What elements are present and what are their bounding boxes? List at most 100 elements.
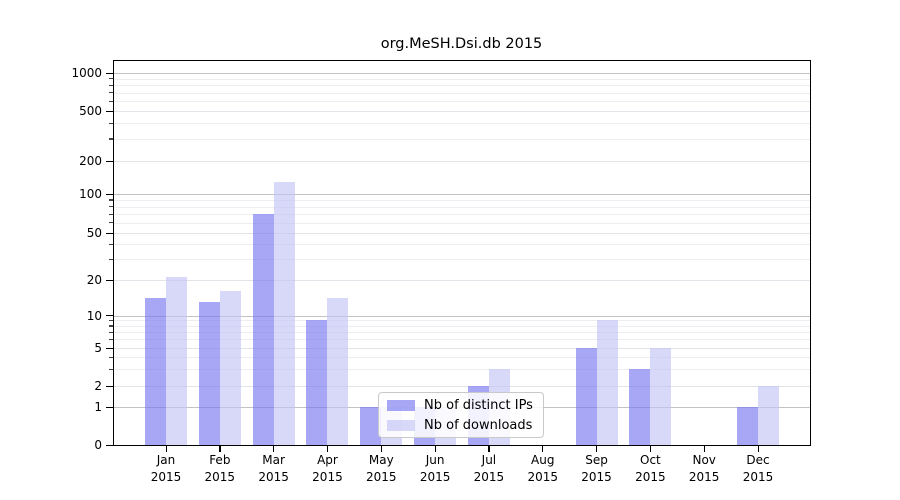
y-minor-tick-mark [109, 138, 113, 140]
y-tick-mark [106, 279, 113, 281]
y-minor-tick-mark [109, 84, 113, 86]
legend-label: Nb of distinct IPs [424, 397, 533, 413]
y-tick-mark [106, 385, 113, 387]
y-minor-tick-mark [109, 222, 113, 224]
y-tick-label: 100 [79, 187, 102, 201]
minor-gridline [113, 85, 810, 87]
y-tick-label: 5 [94, 341, 102, 355]
y-minor-tick-mark [109, 199, 113, 201]
x-tick-mark [542, 445, 544, 452]
minor-gridline [113, 280, 810, 281]
x-tick-mark [596, 445, 598, 452]
y-tick-mark [106, 110, 113, 112]
minor-gridline [113, 233, 810, 234]
x-tick-mark [757, 445, 759, 452]
y-minor-tick-mark [109, 368, 113, 370]
minor-gridline [113, 339, 810, 341]
minor-gridline [113, 214, 810, 216]
bar-apr-distinct-ips [306, 320, 328, 445]
major-gridline [113, 315, 810, 317]
x-tick-mark [326, 445, 329, 452]
minor-gridline [113, 123, 810, 125]
bar-feb-distinct-ips [198, 302, 220, 445]
minor-gridline [113, 259, 810, 261]
legend-entry-distinct-ips: Nb of distinct IPs [387, 398, 535, 413]
y-tick-mark [106, 160, 113, 162]
x-tick-mark [703, 445, 705, 452]
bar-jan-distinct-ips [145, 298, 166, 445]
y-tick-label: 50 [86, 226, 102, 240]
minor-gridline [113, 78, 810, 80]
minor-gridline [113, 206, 810, 208]
bar-mar-downloads [273, 181, 295, 445]
y-tick-label: 10 [86, 308, 102, 323]
y-tick-mark [106, 444, 113, 446]
y-minor-tick-mark [109, 78, 113, 80]
bar-jan-downloads [166, 277, 187, 445]
y-tick-label: 1000 [71, 66, 102, 80]
legend-label: Nb of downloads [424, 417, 533, 433]
bar-sep-distinct-ips [575, 348, 597, 445]
bar-oct-distinct-ips [629, 369, 651, 445]
downloads-swatch [387, 419, 415, 431]
minor-gridline [113, 320, 810, 322]
x-tick-label-mar: Mar 2015 [258, 453, 289, 484]
legend-entry-downloads: Nb of downloads [387, 418, 535, 433]
minor-gridline [113, 369, 810, 371]
x-tick-label-sep: Sep 2015 [581, 453, 612, 484]
minor-gridline [113, 325, 810, 327]
distinct-ips-swatch [387, 399, 415, 411]
y-minor-tick-mark [109, 338, 113, 341]
plot-area [113, 60, 810, 445]
bar-may-distinct-ips [360, 407, 382, 445]
y-tick-label: 1 [94, 400, 102, 414]
x-tick-mark [165, 445, 167, 452]
minor-gridline [113, 386, 810, 387]
y-minor-tick-mark [109, 213, 113, 215]
minor-gridline [113, 138, 810, 140]
x-tick-mark [219, 445, 221, 452]
bar-oct-downloads [650, 348, 672, 445]
major-gridline [113, 73, 810, 74]
bar-sep-downloads [596, 320, 618, 445]
y-minor-tick-mark [109, 331, 113, 333]
y-minor-tick-mark [109, 122, 113, 124]
minor-gridline [113, 244, 810, 246]
y-minor-tick-mark [109, 319, 113, 322]
minor-gridline [113, 222, 810, 224]
x-tick-mark [273, 445, 275, 452]
y-tick-label: 0 [94, 438, 102, 452]
y-minor-tick-mark [109, 206, 113, 208]
bar-dec-distinct-ips [737, 407, 759, 445]
y-tick-mark [106, 315, 113, 317]
x-tick-label-jul: Jul 2015 [473, 453, 505, 484]
x-tick-mark [434, 445, 436, 452]
y-minor-tick-mark [109, 243, 113, 246]
x-tick-label-oct: Oct 2015 [635, 453, 666, 484]
y-minor-tick-mark [109, 356, 113, 358]
x-tick-mark [488, 445, 490, 452]
x-tick-label-aug: Aug 2015 [527, 453, 558, 484]
y-tick-label: 200 [79, 154, 102, 168]
x-tick-mark [649, 445, 652, 452]
y-tick-label: 500 [79, 104, 102, 118]
minor-gridline [113, 92, 810, 94]
minor-gridline [113, 199, 810, 201]
x-tick-label-jun: Jun 2015 [419, 453, 451, 484]
bar-mar-distinct-ips [252, 214, 274, 445]
minor-gridline [113, 161, 810, 162]
minor-gridline [113, 101, 810, 102]
y-minor-tick-mark [109, 100, 113, 102]
bar-feb-downloads [219, 291, 241, 445]
x-tick-mark [380, 445, 382, 452]
legend: Nb of distinct IPs Nb of downloads [378, 392, 544, 438]
y-tick-label: 2 [94, 379, 102, 393]
x-tick-label-may: May 2015 [365, 453, 397, 484]
chart-title: org.MeSH.Dsi.db 2015 [380, 36, 543, 52]
x-tick-label-dec: Dec 2015 [742, 453, 774, 484]
y-minor-tick-mark [109, 325, 113, 327]
minor-gridline [113, 357, 810, 359]
minor-gridline [113, 111, 810, 112]
y-tick-label: 20 [86, 273, 102, 287]
